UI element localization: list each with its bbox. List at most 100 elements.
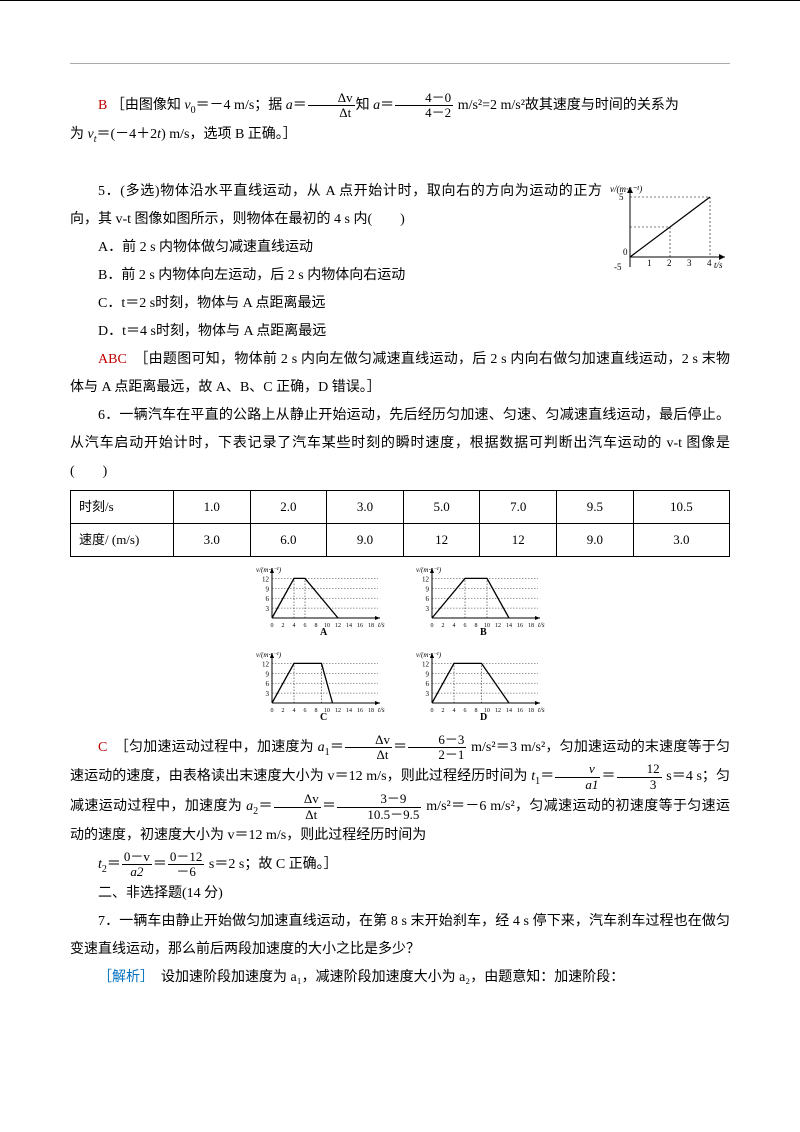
q6-eq3b: ＝ xyxy=(322,799,337,814)
svg-text:4: 4 xyxy=(452,708,455,714)
svg-text:3: 3 xyxy=(425,605,429,613)
cell: 2.0 xyxy=(250,490,327,523)
cell: 速度/ (m/s) xyxy=(71,523,174,556)
svg-text:12: 12 xyxy=(335,623,341,629)
q6-diagrams-row1: 36912024681012141618v/(m·s⁻¹)t/sA 369120… xyxy=(70,563,730,642)
q5-xtick-3: 3 xyxy=(687,258,692,268)
svg-text:0: 0 xyxy=(430,623,433,629)
cell: 12 xyxy=(480,523,557,556)
expl-b-a: a xyxy=(286,98,293,113)
frac-12-3: 123 xyxy=(617,762,662,792)
q6-chart-a: 36912024681012141618v/(m·s⁻¹)t/sA xyxy=(250,563,390,638)
section-2: 二、非选择题(14 分) xyxy=(70,880,730,908)
q5-opt-d: D．t＝4 s时刻，物体与 A 点距离最远 xyxy=(70,318,730,346)
svg-text:4: 4 xyxy=(452,623,455,629)
svg-text:t/s: t/s xyxy=(538,621,545,629)
svg-text:9: 9 xyxy=(266,585,270,593)
svg-text:0: 0 xyxy=(271,708,274,714)
frac-dv3: Δv xyxy=(274,792,321,807)
frac-0v-a2: 0－va2 xyxy=(122,850,152,880)
svg-text:16: 16 xyxy=(517,623,523,629)
frac-n6: －6 xyxy=(168,865,205,879)
svg-text:2: 2 xyxy=(441,623,444,629)
svg-text:14: 14 xyxy=(506,623,512,629)
q6-chart-c: 36912024681012141618v/(m·s⁻¹)t/sC xyxy=(250,648,390,723)
q5-ytick-neg5: -5 xyxy=(614,262,622,272)
svg-text:4: 4 xyxy=(293,708,296,714)
frac-12: 12 xyxy=(617,762,662,777)
svg-text:v/(m·s⁻¹): v/(m·s⁻¹) xyxy=(416,651,442,659)
frac-dt2: Δt xyxy=(345,748,392,762)
frac-dv: Δv xyxy=(308,91,355,106)
expl-b-t2: ＝－4 m/s；据 xyxy=(196,98,286,113)
svg-text:12: 12 xyxy=(495,623,501,629)
svg-text:6: 6 xyxy=(304,623,307,629)
svg-text:v/(m·s⁻¹): v/(m·s⁻¹) xyxy=(416,566,442,574)
q6-ans-p2: t2＝0－va2＝0－12－6 s＝2 s；故 C 正确。］ xyxy=(70,850,730,880)
cell: 6.0 xyxy=(250,523,327,556)
svg-text:6: 6 xyxy=(304,708,307,714)
q5-chart-svg: 5 -5 0 1 2 3 4 t/s v/(m·s⁻¹) xyxy=(610,182,730,272)
cell: 3.0 xyxy=(633,523,729,556)
cell: 9.5 xyxy=(557,490,634,523)
svg-text:0: 0 xyxy=(271,623,274,629)
frac-dv2: Δv xyxy=(345,733,392,748)
svg-text:A: A xyxy=(320,627,328,638)
frac-v-a1: va1 xyxy=(555,762,600,792)
svg-text:3: 3 xyxy=(425,690,429,698)
cell: 1.0 xyxy=(174,490,251,523)
svg-text:3: 3 xyxy=(266,605,270,613)
svg-text:C: C xyxy=(320,712,327,723)
svg-text:v/(m·s⁻¹): v/(m·s⁻¹) xyxy=(256,566,282,574)
frac-v: v xyxy=(555,762,600,777)
q6-a1: a xyxy=(318,740,325,755)
expl-b-t3: m/s²=2 m/s²故其速度与时间的关系为 xyxy=(454,98,679,113)
q7-sol-text: 设加速阶段加速度为 a₁，减速阶段加速度大小为 a₂，由题意知：加速阶段： xyxy=(147,970,624,985)
frac-105: 10.5－9.5 xyxy=(337,808,421,822)
frac-012: 0－12 xyxy=(168,850,205,865)
q7-stem: 7．一辆车由静止开始做匀加速直线运动，在第 8 s 末开始刹车，经 4 s 停下… xyxy=(70,908,730,964)
cell: 9.0 xyxy=(327,523,404,556)
q6-t2-sub: 2 xyxy=(102,864,107,875)
svg-text:v/(m·s⁻¹): v/(m·s⁻¹) xyxy=(256,651,282,659)
svg-text:12: 12 xyxy=(262,575,270,583)
svg-text:6: 6 xyxy=(266,680,270,688)
frac-a2: a2 xyxy=(122,865,152,879)
answer-letter-b: B xyxy=(98,98,107,113)
expl-b-t4: ＝(－4＋2 xyxy=(97,127,158,142)
frac-63-21: 6－32－1 xyxy=(408,733,466,763)
q5-xlabel: t/s xyxy=(714,260,723,270)
content: B ［由图像知 v0＝－4 m/s；据 a＝ΔvΔt知 a＝4－04－2 m/s… xyxy=(70,91,730,992)
frac-39: 3－9 xyxy=(337,792,421,807)
frac-012-n6: 0－12－6 xyxy=(168,850,205,880)
svg-text:t/s: t/s xyxy=(378,621,385,629)
q6-ans-p1: C ［匀加速运动过程中，加速度为 a1＝ΔvΔt＝6－32－1 m/s²＝3 m… xyxy=(70,733,730,850)
q6-stem: 6．一辆汽车在平直的公路上从静止开始运动，先后经历匀加速、匀速、匀减速直线运动，… xyxy=(70,402,730,486)
q5-xtick-4: 4 xyxy=(707,258,712,268)
svg-text:14: 14 xyxy=(346,623,352,629)
expl-b-t1: ［由图像知 xyxy=(111,98,185,113)
q6-table: 时刻/s 1.0 2.0 3.0 5.0 7.0 9.5 10.5 速度/ (m… xyxy=(70,490,730,557)
q7-sol-label: ［解析］ xyxy=(98,970,147,985)
table-row: 时刻/s 1.0 2.0 3.0 5.0 7.0 9.5 10.5 xyxy=(71,490,730,523)
cell: 3.0 xyxy=(327,490,404,523)
cell: 5.0 xyxy=(403,490,480,523)
svg-text:6: 6 xyxy=(266,595,270,603)
expl-b-eq2: ＝ xyxy=(380,98,394,113)
svg-text:3: 3 xyxy=(266,690,270,698)
svg-text:8: 8 xyxy=(315,708,318,714)
svg-text:4: 4 xyxy=(293,623,296,629)
svg-text:2: 2 xyxy=(441,708,444,714)
svg-text:18: 18 xyxy=(528,708,534,714)
q5-origin: 0 xyxy=(623,247,628,257)
svg-text:8: 8 xyxy=(474,708,477,714)
q5-answer: ABC ［由题图可知，物体前 2 s 内向左做匀减速直线运动，后 2 s 内向右… xyxy=(70,346,730,402)
svg-text:t/s: t/s xyxy=(538,706,545,714)
q6-eq2: ＝ xyxy=(540,769,554,784)
q6-eq2b: ＝ xyxy=(601,769,615,784)
svg-text:t/s: t/s xyxy=(378,706,385,714)
svg-text:2: 2 xyxy=(282,708,285,714)
q5-xtick-2: 2 xyxy=(667,258,672,268)
svg-text:9: 9 xyxy=(266,670,270,678)
frac-dt: Δt xyxy=(308,106,355,120)
